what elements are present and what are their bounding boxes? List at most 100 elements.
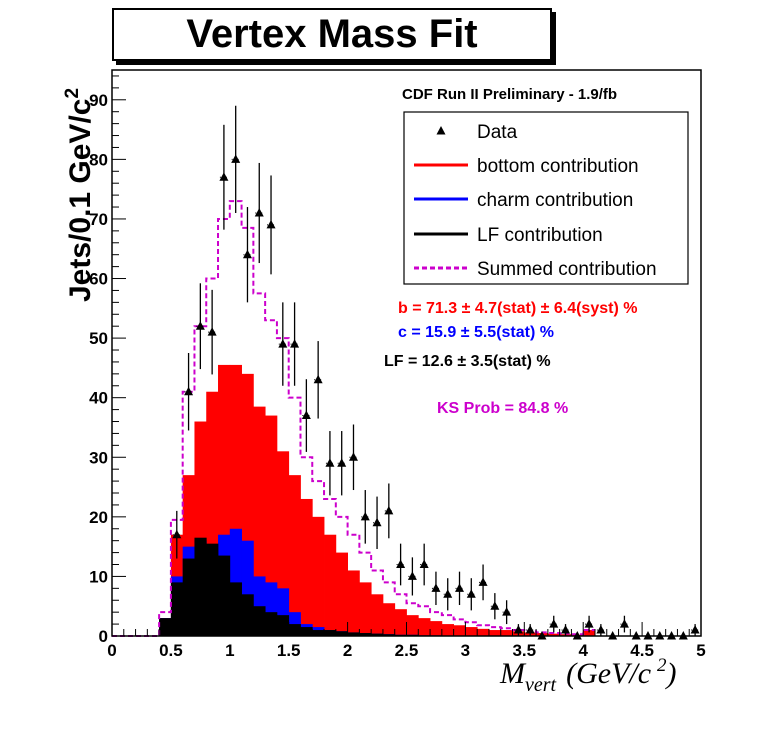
- data-marker: [608, 631, 618, 640]
- data-marker: [407, 571, 417, 580]
- data-points: [172, 105, 700, 640]
- y-axis-label-text: Jets/0.1 GeV/c: [64, 99, 97, 302]
- y-tick-label: 30: [89, 448, 108, 467]
- data-point: [502, 600, 512, 625]
- x-tick-label: 1: [225, 641, 234, 660]
- data-marker: [290, 339, 300, 348]
- x-tick-label: 4: [578, 641, 588, 660]
- legend-label: LF contribution: [477, 225, 603, 246]
- LF-bar: [335, 631, 348, 636]
- data-marker: [631, 631, 641, 640]
- x-tick-label: 2.5: [395, 641, 419, 660]
- LF-bar: [265, 612, 278, 636]
- data-marker: [596, 625, 606, 634]
- data-point: [572, 631, 582, 640]
- data-marker: [443, 589, 453, 598]
- data-marker: [572, 631, 582, 640]
- data-point: [290, 302, 300, 386]
- LF-bar: [276, 615, 290, 636]
- data-point: [443, 578, 453, 611]
- fit-result-text: LF = 12.6 ± 3.5(stat) %: [384, 353, 551, 370]
- data-marker: [690, 625, 700, 634]
- LF-bar: [253, 606, 266, 636]
- x-tick-label: 0: [107, 641, 116, 660]
- LF-bar: [359, 633, 372, 636]
- bottom-bar: [453, 625, 466, 636]
- data-marker: [337, 458, 347, 467]
- data-point: [478, 564, 488, 601]
- LF-bar: [206, 543, 219, 636]
- x-tick-label: 1.5: [277, 641, 301, 660]
- legend-label: Data: [477, 122, 518, 143]
- data-marker: [396, 559, 406, 569]
- bottom-bar: [583, 630, 596, 636]
- bottom-bar: [547, 633, 561, 636]
- bottom-bar: [265, 415, 278, 636]
- data-point: [396, 543, 406, 586]
- LF-bar: [218, 555, 231, 636]
- x-tick-label: 5: [696, 641, 705, 660]
- LF-bar: [382, 634, 396, 636]
- data-point: [419, 543, 429, 586]
- data-marker: [219, 172, 229, 181]
- data-point: [195, 283, 205, 370]
- data-marker: [431, 583, 441, 592]
- LF-bar: [288, 624, 301, 636]
- y-tick-label: 60: [89, 270, 108, 289]
- data-point: [337, 431, 347, 496]
- bottom-bar: [477, 628, 490, 636]
- data-marker: [207, 327, 217, 336]
- data-point: [325, 431, 335, 496]
- bottom-bar: [418, 618, 431, 636]
- data-point: [678, 631, 688, 640]
- data-marker: [278, 339, 288, 348]
- data-point: [537, 631, 547, 640]
- data-point: [690, 624, 700, 636]
- LF-bar: [229, 582, 242, 636]
- x-tick-label: 2: [343, 641, 352, 660]
- data-point: [254, 162, 264, 264]
- legend: Data bottom contribution charm contributio…: [403, 111, 689, 285]
- chart-title-box: Vertex Mass Fit: [112, 8, 552, 61]
- y-axis-label-superscript: 2: [62, 88, 83, 99]
- data-point: [513, 624, 523, 636]
- x-axis-label-units-close: ): [665, 657, 677, 690]
- chart-title: Vertex Mass Fit: [186, 12, 478, 56]
- data-point: [431, 571, 441, 606]
- data-point: [643, 631, 653, 640]
- data-point: [360, 490, 370, 544]
- data-marker: [419, 559, 429, 569]
- data-marker: [348, 452, 358, 461]
- y-tick-label: 20: [89, 508, 108, 527]
- y-tick-label: 50: [89, 329, 108, 348]
- y-tick-label: 0: [99, 627, 108, 646]
- y-tick-label: 80: [89, 150, 108, 169]
- LF-bar: [347, 632, 360, 636]
- data-point: [561, 624, 571, 636]
- data-point: [655, 631, 665, 640]
- legend-entry: charm contribution: [414, 190, 633, 211]
- data-marker: [466, 589, 476, 598]
- bottom-bar: [500, 630, 513, 636]
- LF-bar: [241, 594, 254, 636]
- data-marker: [490, 601, 500, 610]
- bottom-bar: [465, 627, 478, 636]
- data-marker: [525, 625, 535, 634]
- data-point: [172, 510, 182, 559]
- data-point: [219, 124, 229, 230]
- data-point: [584, 615, 594, 633]
- data-marker: [455, 583, 465, 592]
- data-marker: [384, 505, 394, 515]
- data-marker: [266, 219, 276, 229]
- bottom-bar: [300, 498, 313, 636]
- legend-entry: Summed contribution: [414, 259, 657, 280]
- y-tick-label: 90: [89, 91, 108, 110]
- fit-result-text: c = 15.9 ± 5.5(stat) %: [398, 324, 554, 341]
- data-point: [619, 615, 629, 633]
- data-point: [184, 353, 194, 431]
- y-axis-label: Jets/0.1 GeV/c2: [62, 88, 97, 302]
- x-axis-label: Mvert (GeV/c 2): [499, 655, 677, 696]
- x-tick-label: 0.5: [159, 641, 183, 660]
- y-tick-label: 10: [89, 567, 108, 586]
